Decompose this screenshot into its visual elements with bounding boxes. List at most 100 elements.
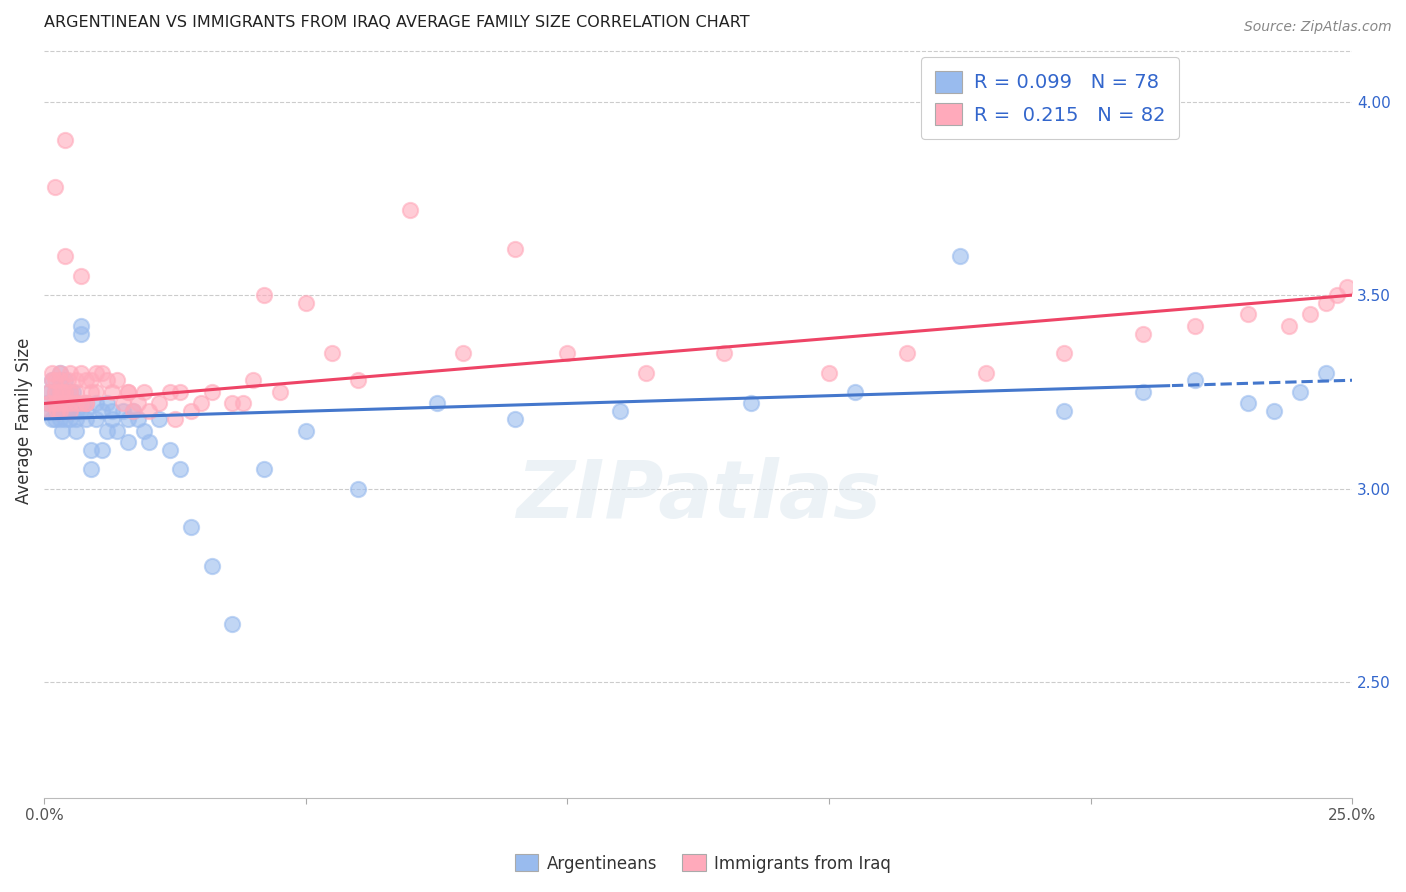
Point	[53, 373, 76, 387]
Point	[53, 384, 76, 399]
Point	[169, 384, 191, 399]
Point	[80, 462, 103, 476]
Point	[347, 482, 370, 496]
Point	[62, 384, 84, 399]
Point	[347, 373, 370, 387]
Point	[49, 384, 72, 399]
Point	[41, 373, 63, 387]
Point	[59, 404, 82, 418]
Point	[451, 346, 474, 360]
Point	[122, 404, 145, 418]
Point	[41, 412, 63, 426]
Point	[38, 396, 60, 410]
Point	[69, 366, 91, 380]
Point	[1289, 384, 1312, 399]
Point	[49, 396, 72, 410]
Point	[53, 396, 76, 410]
Point	[503, 242, 526, 256]
Text: ARGENTINEAN VS IMMIGRANTS FROM IRAQ AVERAGE FAMILY SIZE CORRELATION CHART: ARGENTINEAN VS IMMIGRANTS FROM IRAQ AVER…	[44, 15, 749, 30]
Point	[1236, 396, 1258, 410]
Point	[740, 396, 762, 410]
Point	[86, 412, 108, 426]
Point	[49, 373, 72, 387]
Point	[59, 396, 82, 410]
Point	[1132, 384, 1154, 399]
Point	[90, 366, 112, 380]
Point	[1236, 308, 1258, 322]
Point	[44, 396, 66, 410]
Point	[132, 424, 155, 438]
Point	[557, 346, 579, 360]
Point	[1315, 366, 1337, 380]
Point	[56, 373, 79, 387]
Point	[51, 384, 73, 399]
Point	[321, 346, 343, 360]
Point	[221, 396, 243, 410]
Point	[86, 366, 108, 380]
Point	[46, 396, 69, 410]
Point	[80, 384, 103, 399]
Point	[105, 373, 128, 387]
Point	[49, 384, 72, 399]
Point	[96, 424, 118, 438]
Text: ZIPatlas: ZIPatlas	[516, 458, 880, 535]
Point	[53, 396, 76, 410]
Point	[117, 435, 139, 450]
Point	[159, 384, 181, 399]
Point	[46, 404, 69, 418]
Point	[294, 296, 316, 310]
Point	[148, 396, 170, 410]
Point	[59, 384, 82, 399]
Point	[75, 412, 97, 426]
Point	[200, 384, 222, 399]
Point	[59, 396, 82, 410]
Point	[105, 424, 128, 438]
Point	[294, 424, 316, 438]
Point	[69, 396, 91, 410]
Point	[148, 412, 170, 426]
Point	[86, 396, 108, 410]
Point	[65, 373, 87, 387]
Point	[65, 384, 87, 399]
Point	[35, 396, 58, 410]
Point	[1336, 280, 1358, 294]
Point	[117, 412, 139, 426]
Point	[53, 384, 76, 399]
Point	[1315, 296, 1337, 310]
Point	[75, 396, 97, 410]
Point	[49, 366, 72, 380]
Text: Source: ZipAtlas.com: Source: ZipAtlas.com	[1244, 20, 1392, 34]
Point	[41, 373, 63, 387]
Point	[49, 412, 72, 426]
Point	[65, 424, 87, 438]
Point	[46, 404, 69, 418]
Point	[138, 435, 160, 450]
Point	[44, 373, 66, 387]
Point	[180, 404, 202, 418]
Point	[44, 396, 66, 410]
Point	[53, 404, 76, 418]
Point	[59, 412, 82, 426]
Point	[90, 442, 112, 457]
Point	[1326, 288, 1348, 302]
Point	[122, 404, 145, 418]
Point	[253, 288, 276, 302]
Point	[49, 366, 72, 380]
Legend: Argentineans, Immigrants from Iraq: Argentineans, Immigrants from Iraq	[509, 847, 897, 880]
Point	[51, 424, 73, 438]
Point	[65, 404, 87, 418]
Point	[269, 384, 291, 399]
Point	[221, 617, 243, 632]
Point	[844, 384, 866, 399]
Point	[38, 404, 60, 418]
Point	[86, 384, 108, 399]
Point	[1299, 308, 1322, 322]
Point	[117, 384, 139, 399]
Point	[65, 396, 87, 410]
Point	[180, 520, 202, 534]
Point	[425, 396, 447, 410]
Point	[1053, 346, 1076, 360]
Point	[75, 396, 97, 410]
Legend: R = 0.099   N = 78, R =  0.215   N = 82: R = 0.099 N = 78, R = 0.215 N = 82	[921, 57, 1180, 139]
Point	[609, 404, 631, 418]
